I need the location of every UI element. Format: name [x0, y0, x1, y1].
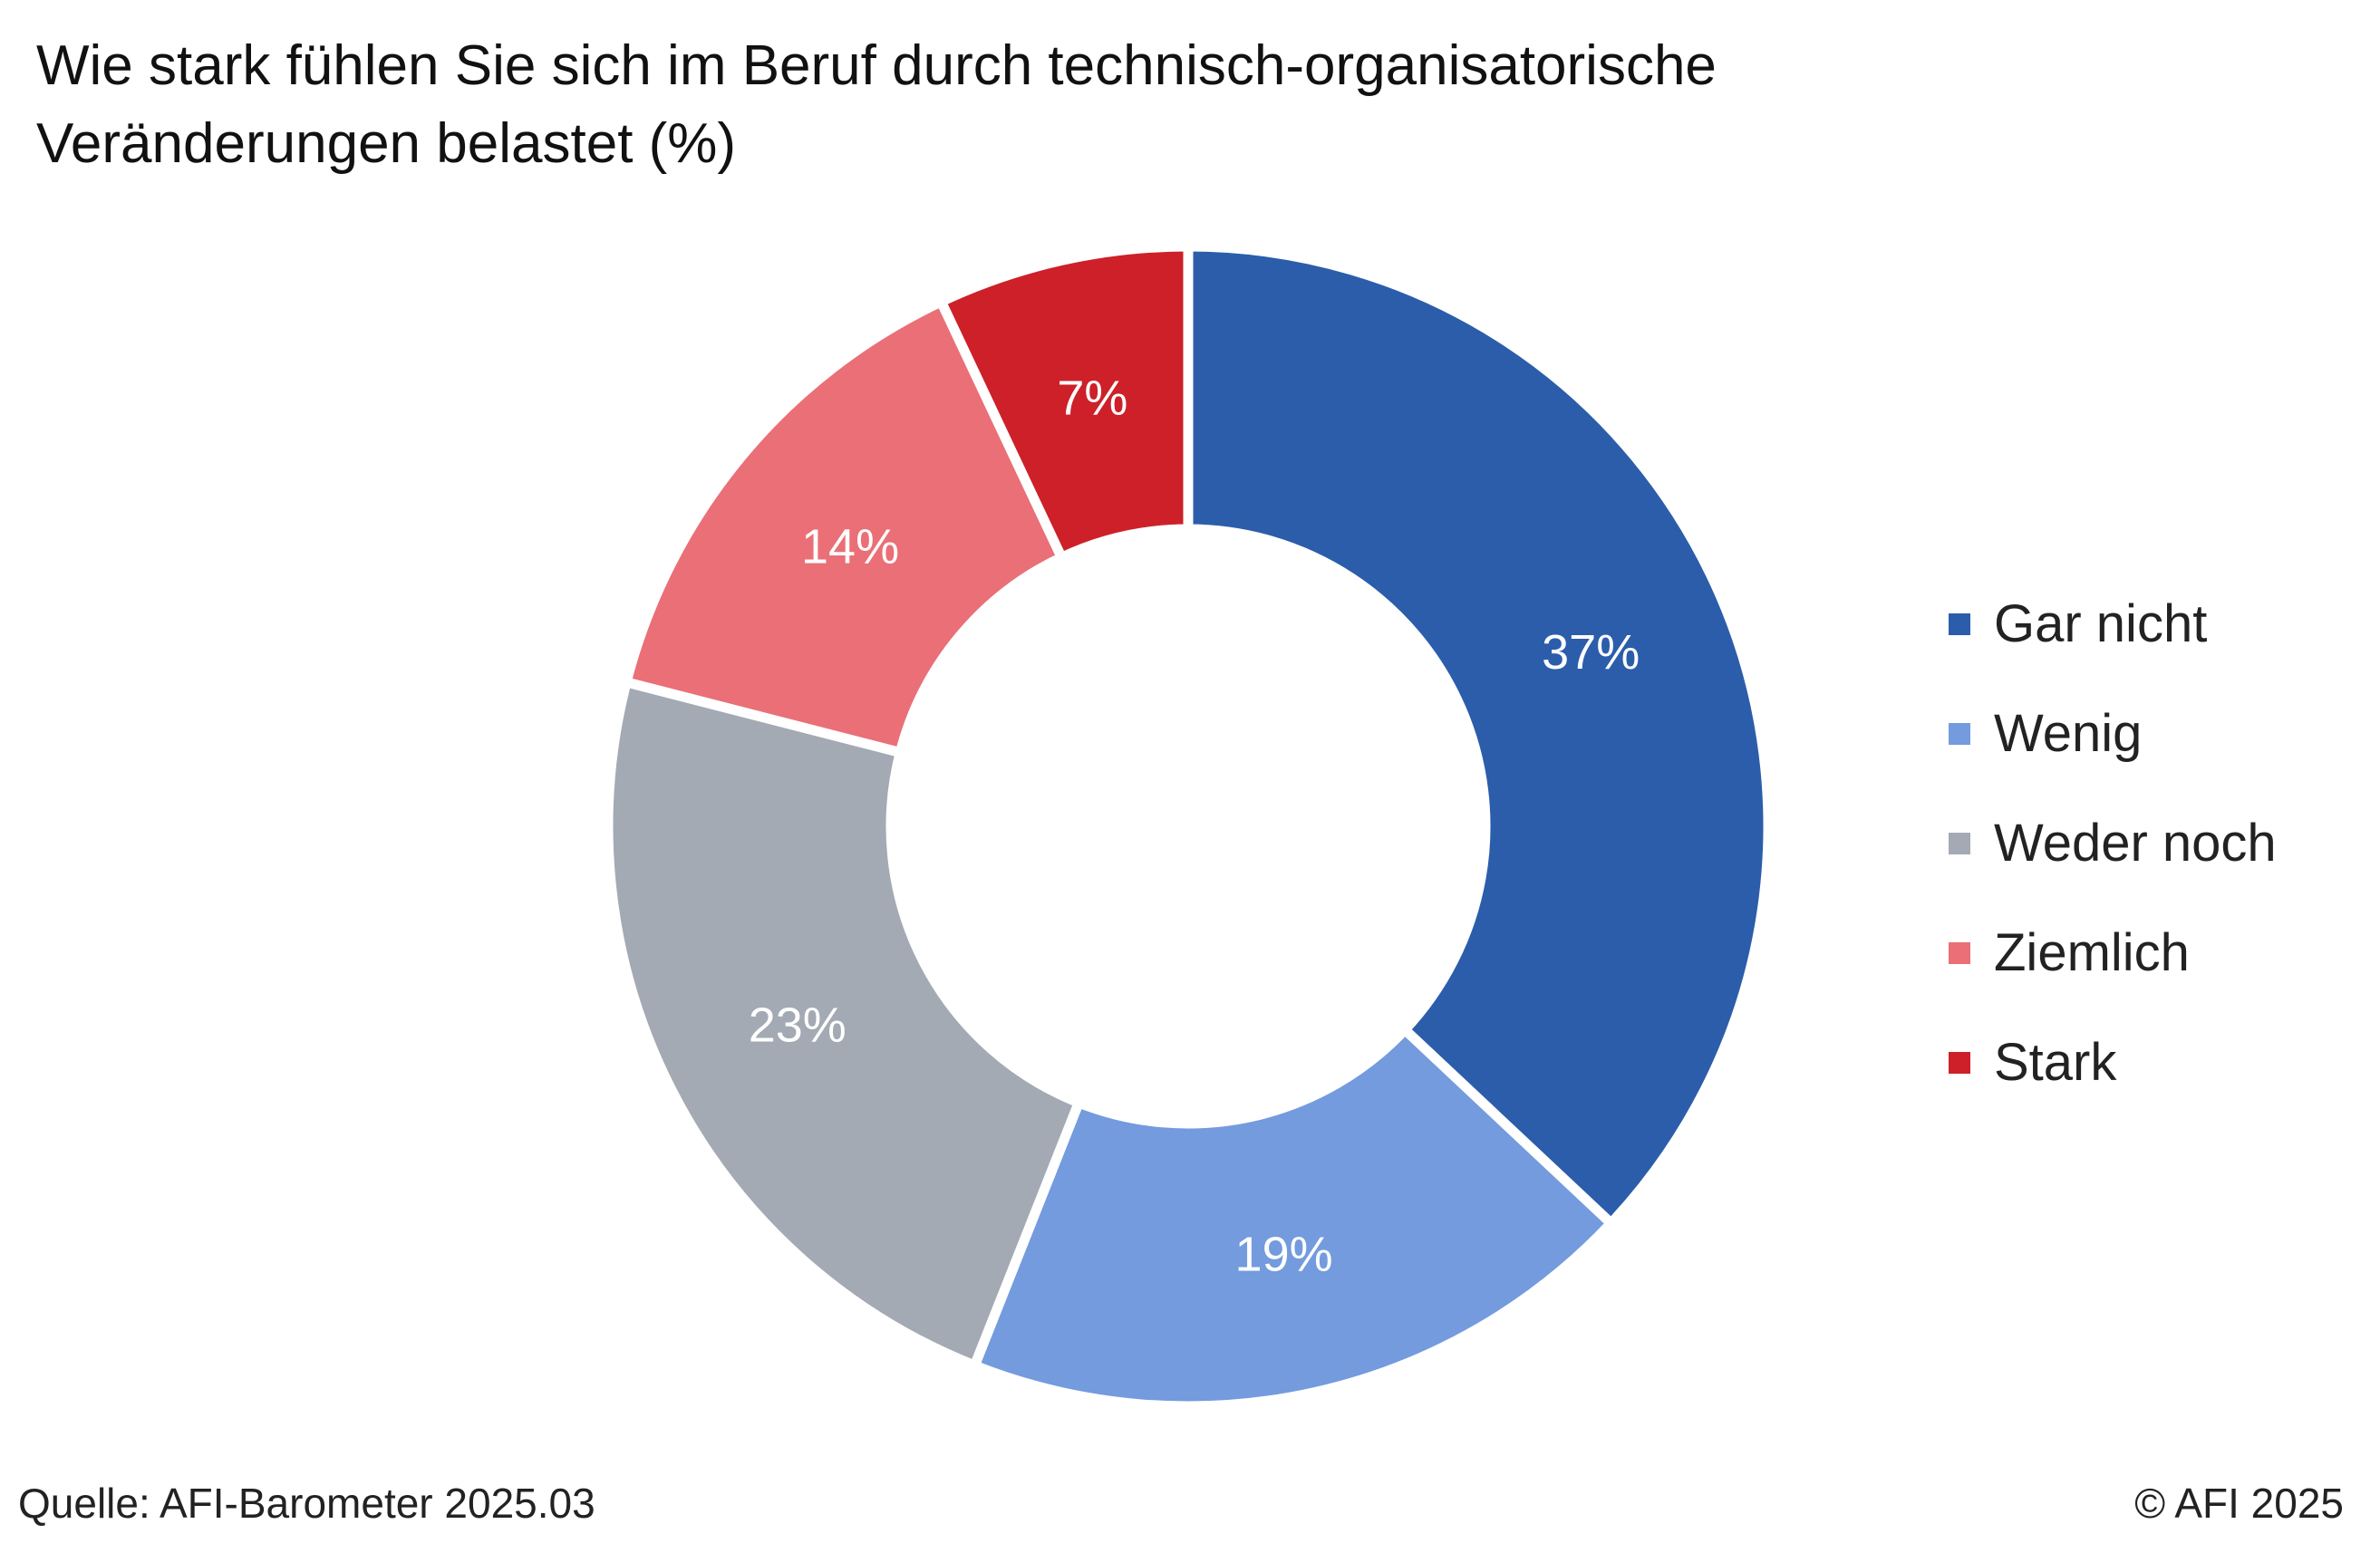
legend-item-ziemlich: Ziemlich — [1949, 898, 2277, 1008]
donut-slice-ziemlich — [620, 294, 1069, 759]
slice-value-label: 7% — [1057, 371, 1127, 426]
chart-legend: Gar nicht Wenig Weder noch Ziemlich Star… — [1949, 569, 2277, 1117]
slice-value-label: 23% — [749, 998, 847, 1053]
legend-item-weder-noch: Weder noch — [1949, 788, 2277, 898]
slice-value-label: 14% — [801, 519, 899, 574]
donut-slice-weder-noch — [603, 676, 1086, 1373]
legend-swatch — [1949, 1051, 1970, 1074]
legend-label: Ziemlich — [1994, 923, 2190, 982]
slice-value-label: 19% — [1235, 1227, 1333, 1281]
legend-label: Weder noch — [1994, 814, 2277, 873]
legend-label: Wenig — [1994, 704, 2143, 763]
donut-slice-wenig — [968, 1022, 1619, 1412]
chart-title: Wie stark fühlen Sie sich im Beruf durch… — [36, 34, 1717, 175]
slice-value-label: 37% — [1542, 625, 1640, 680]
source-note: Quelle: AFI-Barometer 2025.03 — [18, 1480, 595, 1527]
donut-slice-gar-nicht — [1183, 241, 1774, 1230]
donut-slice-stark — [934, 241, 1194, 564]
legend-swatch — [1949, 832, 1970, 854]
copyright-note: © AFI 2025 — [2134, 1480, 2344, 1527]
legend-label: Stark — [1994, 1033, 2117, 1092]
legend-swatch — [1949, 941, 1970, 964]
legend-item-stark: Stark — [1949, 1008, 2277, 1117]
legend-item-wenig: Wenig — [1949, 679, 2277, 788]
legend-swatch — [1949, 613, 1970, 635]
legend-swatch — [1949, 722, 1970, 745]
legend-label: Gar nicht — [1994, 594, 2208, 653]
legend-item-gar-nicht: Gar nicht — [1949, 569, 2277, 679]
